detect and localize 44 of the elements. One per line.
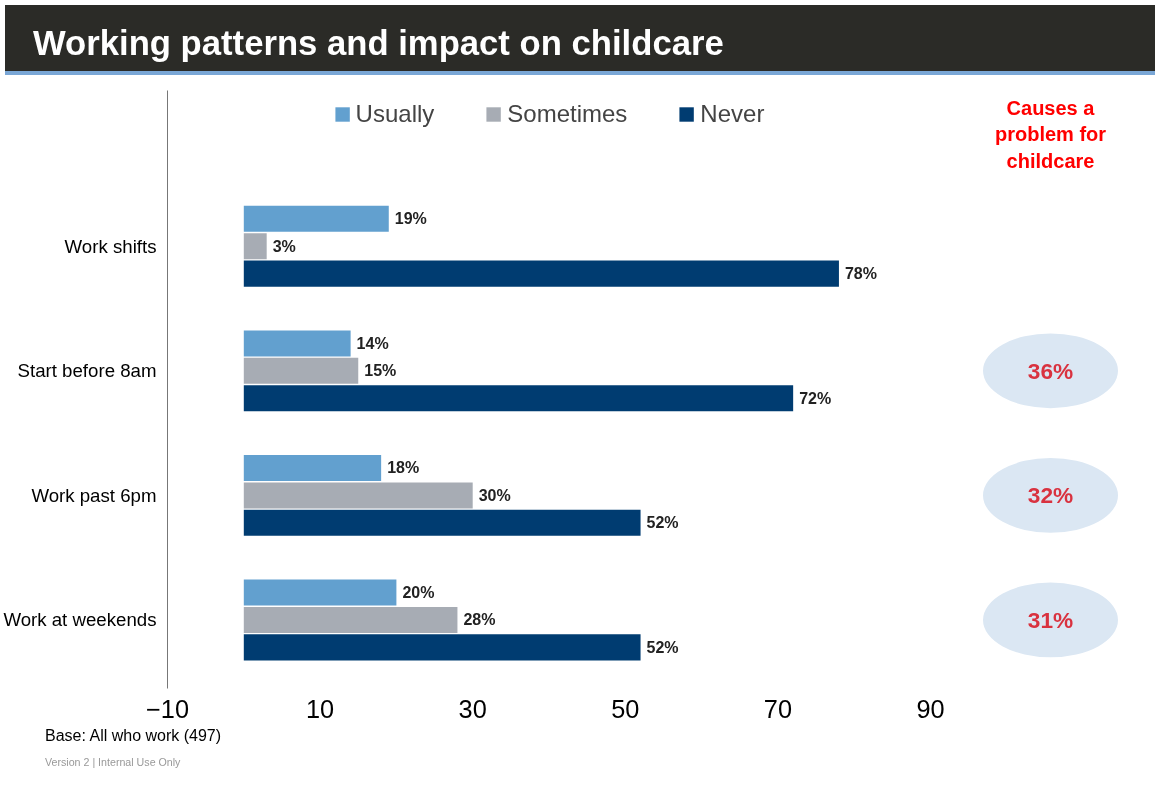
text: Causes a problem for childcare (994, 96, 1107, 172)
chart-title: Working patterns and impact on childcare (33, 23, 724, 64)
data-label: 14% (356, 334, 389, 352)
y-tick-label: Work past 6pm (31, 484, 157, 506)
legend-label: Never (700, 100, 765, 128)
legend-label: Sometimes (507, 100, 628, 128)
data-label: 30% (478, 486, 511, 504)
bar (243, 385, 794, 412)
data-label: 19% (394, 210, 427, 228)
bar (243, 205, 389, 232)
text: 36% (1027, 357, 1074, 384)
y-tick-label: Work at weekends (3, 609, 157, 631)
bar (243, 260, 839, 287)
text: 31% (1027, 606, 1074, 633)
data-label: 78% (844, 265, 877, 283)
bar (243, 454, 382, 482)
bar (243, 233, 267, 260)
y-tick-label: Work shifts (64, 235, 157, 257)
data-label: 28% (463, 611, 496, 629)
data-label: 20% (402, 584, 435, 602)
bar (243, 482, 473, 509)
text: Version 2 | Internal Use Only (45, 755, 181, 770)
x-tick-label: 90 (916, 694, 945, 723)
bar (243, 509, 641, 536)
x-tick-label: 50 (611, 694, 640, 723)
legend-label: Usually (355, 100, 435, 128)
bar (243, 357, 359, 384)
y-tick-label: Start before 8am (17, 360, 157, 382)
bar (243, 579, 397, 606)
data-label: 72% (799, 389, 832, 407)
text: 32% (1027, 482, 1074, 509)
x-tick-label: 70 (763, 694, 792, 723)
data-label: 52% (646, 514, 679, 532)
data-label: 3% (272, 237, 296, 255)
data-label: 15% (364, 362, 397, 380)
bar (243, 634, 641, 661)
data-label: 52% (646, 638, 679, 656)
x-tick-label: −10 (146, 694, 189, 723)
x-tick-label: 30 (458, 694, 487, 723)
bar (243, 606, 458, 633)
bar (243, 330, 351, 357)
text: Base: All who work (497) (45, 726, 222, 746)
data-label: 18% (387, 459, 420, 477)
x-tick-label: 10 (306, 694, 335, 723)
